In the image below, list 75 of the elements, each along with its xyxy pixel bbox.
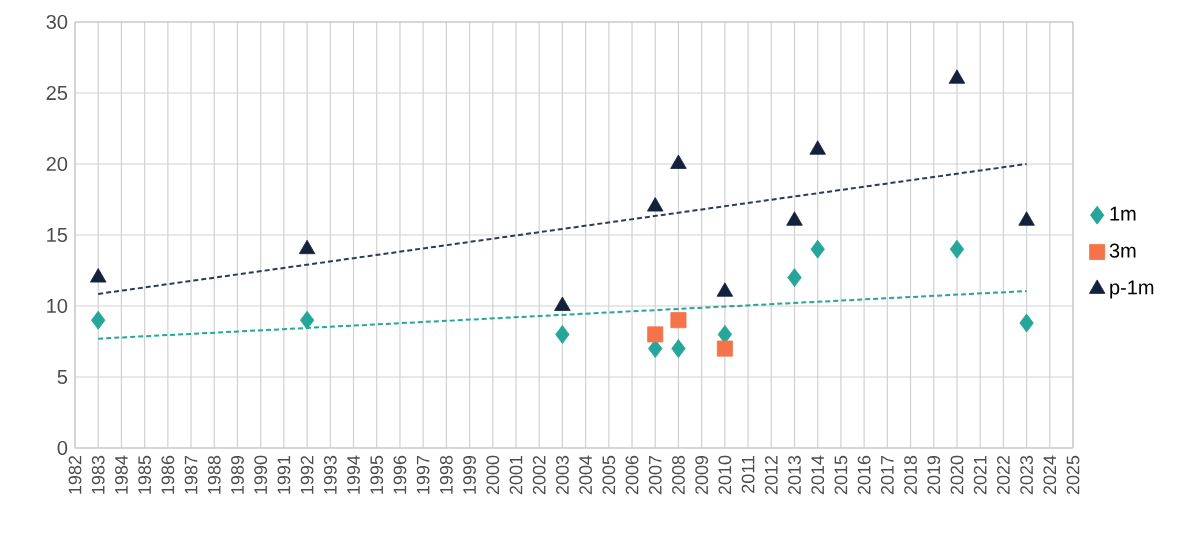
x-tick-label: 2000 [486,455,500,495]
x-tick-label: 1988 [207,455,221,494]
y-tick-label: 30 [46,14,68,30]
y-tick-label: 0 [57,440,68,456]
x-tick-label: 2001 [509,455,523,495]
y-tick-label: 15 [47,228,68,242]
point [670,154,687,169]
x-tick-label: 2013 [788,455,801,495]
point [90,268,107,283]
x-tick-label: 2003 [556,455,569,495]
y-tick-label: 10 [47,298,68,314]
x-tick-label: 1996 [393,455,407,494]
point [716,340,733,357]
x-tick-label: 1991 [277,455,291,494]
x-tick-label: 1990 [254,455,268,494]
x-tick-label: 2012 [764,455,778,495]
x-tick-label: 1995 [370,455,384,494]
point [1019,313,1034,333]
x-tick-label: 2022 [996,455,1010,495]
x-tick-label: 1999 [463,455,476,494]
x-tick-label: 2011 [741,455,755,493]
point [948,69,966,84]
point [809,140,826,155]
point [299,310,315,330]
x-tick-label: 2016 [857,455,871,495]
x-tick-label: 2004 [579,455,592,495]
x-tick-label: 1993 [323,455,337,494]
point [786,211,803,226]
point [670,312,687,329]
y-tick-label: 5 [57,370,68,384]
point [671,339,686,358]
x-tick-label: 2023 [1020,455,1033,495]
x-tick-label: 2005 [602,455,616,495]
x-tick-label: 2006 [625,455,639,495]
point [554,296,571,311]
y-tick-label: 20 [46,156,68,172]
x-tick-label: 1989 [231,455,244,494]
point [91,310,106,330]
x-tick-label: 2021 [973,455,987,495]
x-tick-label: 2009 [695,455,709,495]
x-tick-label: 2007 [648,455,662,495]
point [555,324,570,344]
point [949,239,965,259]
x-tick-label: 2024 [1043,455,1057,495]
point [647,197,664,212]
point [298,239,316,255]
x-tick-label: 1997 [416,455,430,494]
x-tick-label: 2017 [880,455,894,495]
x-tick-label: 2010 [718,455,732,495]
x-tick-label: 1985 [138,455,152,494]
x-tick-label: 1987 [184,455,198,494]
legend-label: p-1m [1110,280,1154,299]
x-tick-label: 1984 [115,455,128,494]
x-tick-label: 1992 [300,455,314,494]
point [647,326,664,343]
y-tick-label: 25 [46,85,68,101]
x-tick-label: 2018 [904,455,917,495]
x-tick-label: 1998 [439,455,453,494]
point [787,268,802,287]
x-tick-label: 2019 [927,455,941,495]
x-tick-label: 2020 [950,455,964,495]
point [810,239,825,259]
x-tick-label: 1982 [68,455,82,494]
point [716,282,734,297]
legend-label: 1m [1110,206,1136,221]
x-tick-label: 2014 [811,455,825,495]
x-tick-label: 1986 [161,455,175,494]
legend-label: 3m [1109,243,1136,258]
x-tick-label: 2002 [532,455,546,495]
x-tick-label: 2025 [1066,455,1080,495]
point [1018,211,1035,226]
x-tick-label: 1983 [91,455,105,494]
x-tick-label: 1994 [347,455,360,494]
x-tick-label: 2008 [672,455,685,495]
x-tick-label: 2015 [834,455,848,495]
